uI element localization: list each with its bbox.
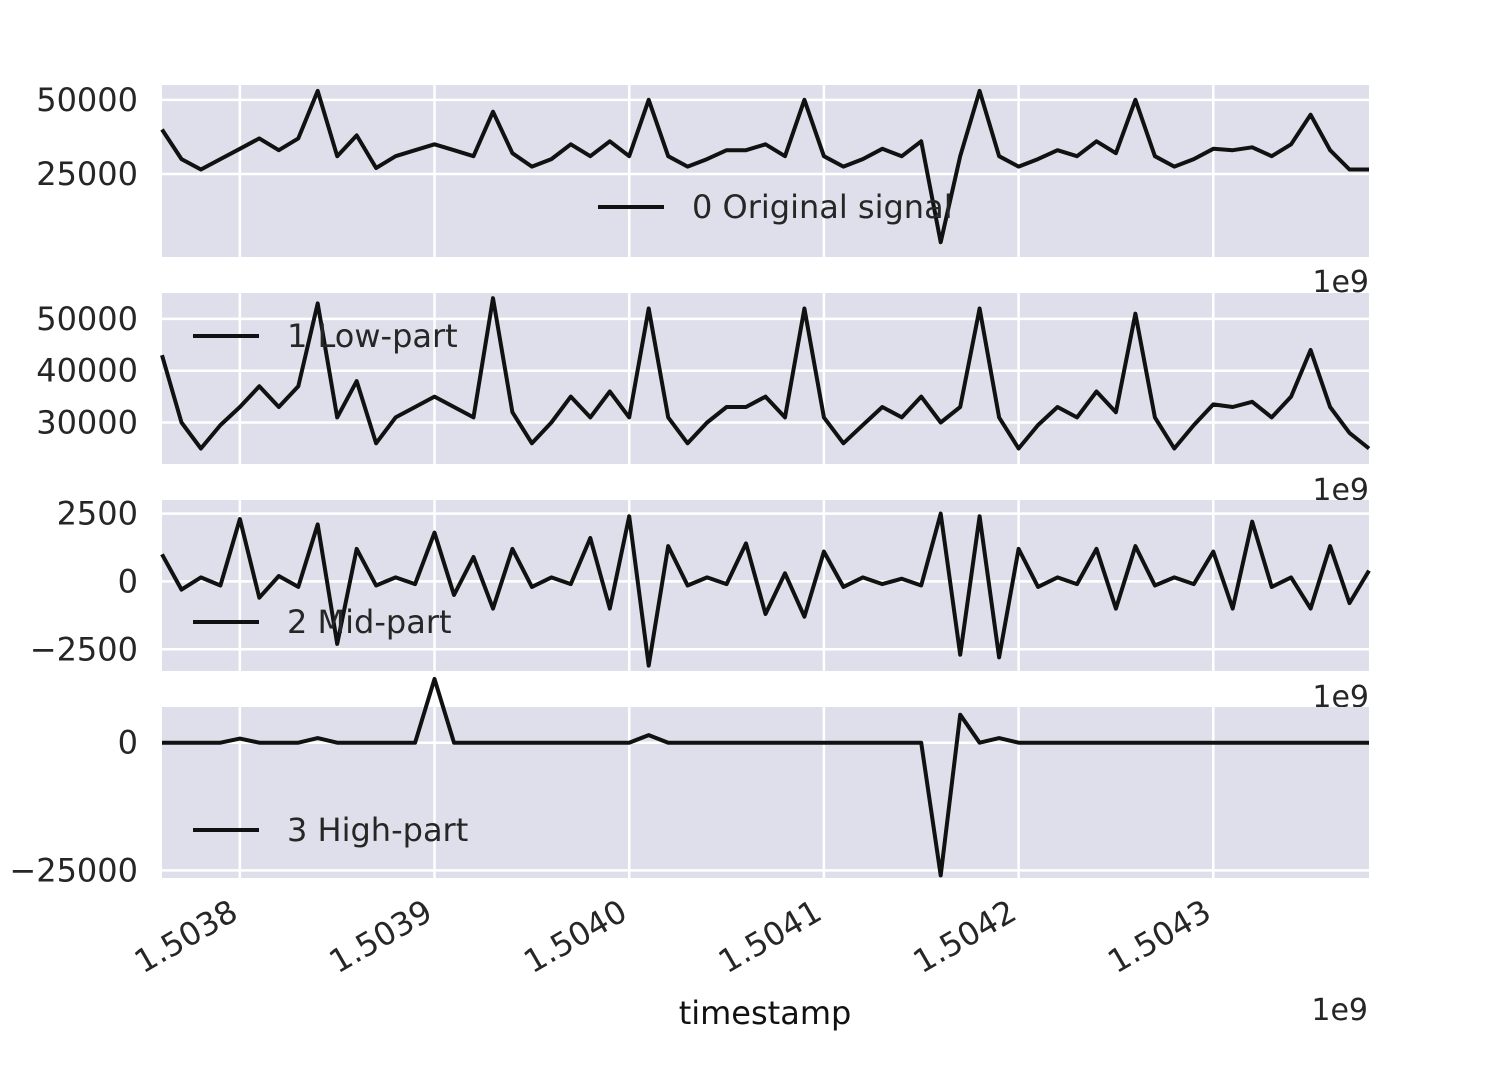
y-tick-label: −2500 (30, 630, 138, 668)
x-tick-label: 1.5042 (907, 892, 1023, 981)
y-tick-label: 30000 (36, 404, 138, 442)
x-tick-label: 1.5043 (1101, 892, 1217, 981)
legend-label: 2 Mid-part (287, 603, 452, 641)
subplot-3: −25000 0 3 High-part (9, 676, 1369, 889)
series-line (162, 676, 1369, 878)
legend: 0 Original signal (598, 188, 953, 226)
y-tick-label: 25000 (36, 155, 138, 193)
legend: 2 Mid-part (193, 603, 452, 641)
y-tick-label: 2500 (57, 495, 138, 533)
plot-area (162, 500, 1369, 671)
legend: 1 Low-part (193, 317, 458, 355)
plot-area (162, 85, 1369, 257)
series-line (160, 296, 1371, 451)
x-tick-label: 1.5038 (128, 892, 244, 981)
plot-area (162, 707, 1369, 878)
x-axis: 1.5038 1.5039 1.5040 1.5041 1.5042 1.5043 tim… (128, 892, 1368, 1032)
y-tick-label: −25000 (9, 851, 138, 889)
series-line (160, 511, 1371, 668)
x-tick-labels: 1.5038 1.5039 1.5040 1.5041 1.5042 1.5043 (128, 892, 1217, 981)
legend-label: 0 Original signal (692, 188, 953, 226)
legend: 3 High-part (193, 811, 468, 849)
y-tick-label: 0 (118, 724, 138, 762)
x-tick-label: 1.5039 (323, 892, 439, 981)
x-tick-label: 1.5040 (517, 892, 633, 981)
legend-label: 3 High-part (287, 811, 468, 849)
legend-label: 1 Low-part (287, 317, 458, 355)
x-axis-offset-label: 1e9 (1311, 993, 1368, 1028)
x-tick-label: 1.5041 (712, 892, 828, 981)
series-line (160, 88, 1369, 245)
y-tick-label: 50000 (36, 81, 138, 119)
y-tick-label: 0 (118, 562, 138, 600)
x-axis-label: timestamp (679, 994, 852, 1032)
y-tick-label: 40000 (36, 352, 138, 390)
y-tick-label: 50000 (36, 300, 138, 338)
